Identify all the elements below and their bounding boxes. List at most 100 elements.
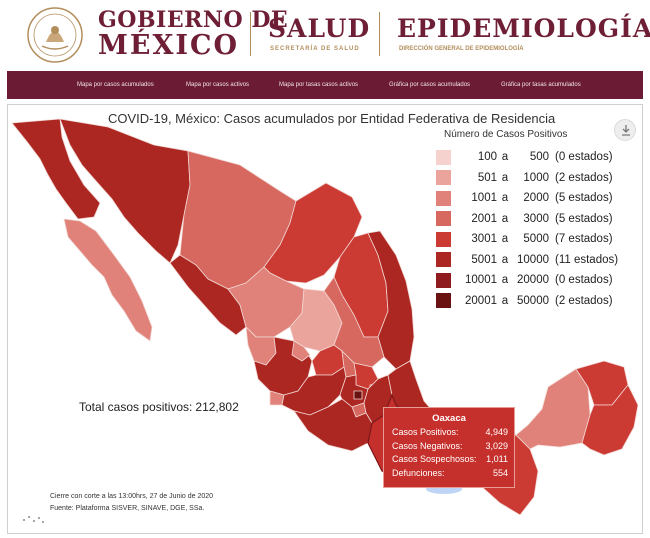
legend-sep: a: [501, 212, 509, 225]
legend-sep: a: [501, 253, 509, 266]
nav-item-grafica-casos-acumulados[interactable]: Gráfica por casos acumulados: [389, 82, 471, 88]
legend-row[interactable]: 501 a 1000 (2 estados): [436, 168, 636, 189]
legend-sep: a: [501, 294, 509, 307]
tooltip-row: Casos Positivos: 4,949: [384, 427, 514, 441]
tooltip-value: 554: [492, 467, 508, 478]
nav-item-grafica-tasas-acumulados[interactable]: Gráfica por tasas acumulados: [501, 82, 581, 88]
cutoff-note: Cierre con corte a las 13:00hrs, 27 de J…: [50, 493, 214, 500]
total-value: 212,802: [195, 400, 239, 414]
download-icon: [622, 125, 630, 136]
legend-min: 20001: [465, 294, 497, 307]
map-panel: COVID-19, México: Casos acumulados por E…: [7, 104, 643, 534]
state-san-luis-potosi[interactable]: [323, 276, 385, 368]
legend-sep: a: [501, 171, 509, 184]
tooltip-label: Casos Sospechosos:: [392, 454, 477, 464]
legend-sep: a: [501, 233, 509, 246]
legend-swatch: [436, 231, 451, 247]
legend-swatch: [436, 272, 451, 288]
tooltip-label: Casos Positivos:: [392, 427, 459, 437]
legend-swatch: [436, 149, 451, 165]
tooltip-label: Defunciones:: [392, 467, 445, 478]
epidemiologia-title: EPIDEMIOLOGÍA: [397, 14, 650, 43]
legend-row[interactable]: 100 a 500 (0 estados): [436, 147, 636, 168]
legend-count: (2 estados): [555, 171, 613, 184]
nav-bar: Mapa por casos acumulados Mapa por casos…: [7, 71, 643, 99]
legend-count: (0 estados): [555, 274, 613, 287]
legend-count: (7 estados): [555, 233, 613, 246]
legend-count: (11 estados): [555, 253, 619, 266]
total-label: Total casos positivos:: [79, 400, 193, 414]
legend-min: 501: [477, 171, 497, 184]
legend-sep: a: [501, 151, 509, 164]
national-seal-icon: [27, 7, 83, 63]
nav-item-mapa-casos-activos[interactable]: Mapa por casos activos: [186, 82, 250, 88]
tooltip-row: Defunciones: 554: [384, 468, 514, 482]
epidemiologia-subtitle: DIRECCIÓN GENERAL DE EPIDEMIOLOGÍA: [399, 46, 524, 52]
state-campeche[interactable]: [515, 368, 591, 450]
state-quintana-roo[interactable]: [581, 384, 639, 456]
legend-swatch: [436, 211, 451, 227]
tooltip-value: 3,029: [485, 440, 508, 451]
legend-title: Número de Casos Positivos: [444, 129, 568, 140]
tooltip-value: 1,011: [486, 454, 508, 464]
gov-line2: MÉXICO: [98, 30, 240, 61]
gov-line1: GOBIERNO DE: [98, 7, 289, 33]
legend-count: (2 estados): [555, 294, 613, 307]
legend-row[interactable]: 2001 a 3000 (5 estados): [436, 209, 636, 230]
header: GOBIERNO DE MÉXICO SALUD SECRETARÍA DE S…: [0, 0, 650, 68]
tooltip-value: 4,949: [485, 427, 508, 437]
state-tooltip: Oaxaca Casos Positivos: 4,949 Casos Nega…: [383, 407, 515, 488]
legend-row[interactable]: 10001 a 20000 (0 estados): [436, 270, 636, 291]
tooltip-label: Casos Negativos:: [392, 440, 463, 451]
legend-swatch: [436, 252, 451, 268]
legend-swatch: [436, 170, 451, 186]
legend-min: 100: [477, 151, 497, 164]
legend-count: (5 estados): [555, 192, 613, 205]
state-coahuila[interactable]: [263, 182, 363, 284]
nav-item-mapa-casos-acumulados[interactable]: Mapa por casos acumulados: [77, 82, 154, 88]
legend-count: (0 estados): [555, 151, 613, 164]
header-divider: [250, 12, 251, 56]
legend-row[interactable]: 3001 a 5000 (7 estados): [436, 229, 636, 250]
state-guerrero[interactable]: [293, 398, 373, 452]
legend-min: 3001: [471, 233, 497, 246]
legend-count: (5 estados): [555, 212, 613, 225]
salud-title: SALUD: [268, 14, 371, 43]
legend-max: 20000: [517, 274, 549, 287]
tooltip-row: Casos Negativos: 3,029: [384, 441, 514, 455]
legend-max: 2000: [523, 192, 549, 205]
legend: Número de Casos Positivos 100 a 500 (0 e…: [436, 129, 636, 311]
legend-row[interactable]: 1001 a 2000 (5 estados): [436, 188, 636, 209]
tooltip-state-name: Oaxaca: [432, 413, 466, 424]
header-divider: [379, 12, 380, 56]
state-sonora[interactable]: [59, 118, 191, 264]
legend-swatch: [436, 190, 451, 206]
legend-row[interactable]: 20001 a 50000 (2 estados): [436, 291, 636, 312]
legend-swatch: [436, 293, 451, 309]
total-positive-cases: Total casos positivos: 212,802: [76, 400, 239, 414]
download-button[interactable]: [614, 119, 636, 141]
legend-min: 2001: [471, 212, 497, 225]
legend-min: 10001: [465, 274, 497, 287]
state-aguascalientes[interactable]: [291, 340, 311, 362]
state-baja-california-sur[interactable]: [63, 218, 153, 342]
legend-max: 500: [529, 151, 549, 164]
legend-min: 5001: [471, 253, 497, 266]
state-ciudad-de-mexico[interactable]: [353, 390, 363, 400]
state-baja-california[interactable]: [11, 118, 101, 220]
legend-max: 50000: [517, 294, 549, 307]
legend-sep: a: [501, 274, 509, 287]
legend-max: 3000: [523, 212, 549, 225]
gobierno-logo: GOBIERNO DE MÉXICO: [98, 8, 288, 60]
legend-row[interactable]: 5001 a 10000 (11 estados): [436, 250, 636, 271]
legend-sep: a: [501, 192, 509, 205]
nav-item-mapa-tasas-activos[interactable]: Mapa por tasas casos activos: [279, 82, 359, 88]
map-title: COVID-19, México: Casos acumulados por E…: [108, 111, 556, 126]
tooltip-row: Casos Sospechosos: 1,011: [384, 454, 514, 468]
legend-max: 5000: [523, 233, 549, 246]
source-note: Fuente: Plataforma SISVER, SINAVE, DGE, …: [50, 505, 205, 512]
dots-icon: [23, 516, 44, 523]
salud-subtitle: SECRETARÍA DE SALUD: [270, 46, 360, 52]
legend-max: 10000: [517, 253, 549, 266]
legend-min: 1001: [471, 192, 497, 205]
